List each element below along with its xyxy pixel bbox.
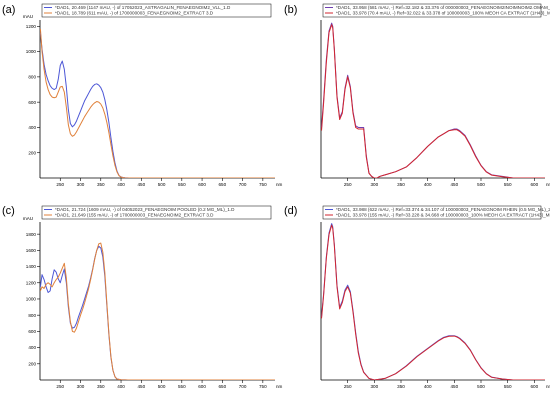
x-tick-label: 550 [504, 384, 512, 389]
y-tick-label: 1800 [26, 232, 37, 237]
y-tick-label: 1400 [26, 264, 37, 269]
x-tick-label: 350 [397, 182, 405, 187]
y-tick-label: 600 [28, 100, 36, 105]
x-tick-label: 300 [370, 384, 378, 389]
x-tick-label: 500 [477, 384, 485, 389]
x-tick-label: 600 [530, 384, 538, 389]
x-tick-label: 700 [239, 182, 247, 187]
x-tick-label: 400 [424, 182, 432, 187]
x-tick-label: 600 [198, 182, 206, 187]
y-tick-label: 800 [28, 74, 36, 79]
legend-box [41, 3, 272, 18]
x-tick-label: 250 [344, 182, 352, 187]
y-tick-label: 800 [28, 313, 36, 318]
series-line-1 [321, 224, 545, 380]
x-tick-label: 750 [259, 182, 267, 187]
x-tick-label: 250 [344, 384, 352, 389]
x-tick-label: 450 [450, 182, 458, 187]
x-tick-label: 300 [77, 182, 85, 187]
y-tick-label: 200 [28, 361, 36, 366]
series-line-0 [321, 223, 545, 380]
series-line-1 [40, 242, 275, 380]
legend-entry: *DAD1, 21.724 (1609 mAU, -) of 04052023_… [55, 207, 235, 212]
x-tick-label: 450 [137, 384, 145, 389]
series-line-0 [40, 32, 275, 178]
panel-label-b: (b) [284, 4, 298, 16]
series-line-0 [321, 22, 545, 178]
legend-box [322, 205, 542, 220]
legend-entry: *DAD1, 21.649 (155 mAU, -) of 1700000003… [55, 213, 214, 218]
legend-entry: *DAD1, 33.958 (581 mAU, -) Ref=32.182 & … [336, 5, 550, 10]
series-line-0 [40, 245, 275, 380]
legend-entry: *DAD1, 33.978 (155 mAU, -) Ref=33.228 & … [336, 213, 550, 218]
y-tick-label: 1200 [26, 280, 37, 285]
y-tick-label: 600 [28, 329, 36, 334]
legend-box [322, 3, 542, 18]
y-tick-label: 400 [28, 345, 36, 350]
y-unit-label: mAU [23, 14, 33, 19]
legend-entry: *DAD1, 33.978 (70.4 mAU, -) Ref=32.022 &… [336, 11, 550, 16]
x-tick-label: 500 [158, 384, 166, 389]
x-tick-label: 250 [56, 182, 64, 187]
chart-panel-1: 250 300 350 400 450 500 550 600 nm *DAD1, 33.958 … [320, 3, 550, 187]
panel-label-c: (c) [2, 205, 15, 217]
chart-panel-3: 250 300 350 400 450 500 550 600 nm *DAD1, 33.988 … [320, 205, 550, 389]
x-tick-label: 250 [56, 384, 64, 389]
x-unit-label: nm [276, 182, 283, 187]
x-tick-label: 550 [504, 182, 512, 187]
x-tick-label: 550 [178, 384, 186, 389]
x-tick-label: 650 [218, 182, 226, 187]
y-tick-label: 200 [28, 150, 36, 155]
series-line-1 [321, 24, 545, 178]
x-unit-label: nm [546, 182, 550, 187]
y-tick-label: 400 [28, 125, 36, 130]
chart-panel-0: 250 300 350 400 450 500 550 600 650 700 750 nm 200 40… [23, 3, 283, 187]
legend-entry: *DAD1, 18.789 (611 mAU, -) of 1700000003… [55, 11, 214, 16]
x-tick-label: 450 [450, 384, 458, 389]
x-tick-label: 300 [77, 384, 85, 389]
x-tick-label: 700 [239, 384, 247, 389]
x-tick-label: 400 [117, 384, 125, 389]
series-line-1 [40, 28, 275, 178]
x-tick-label: 600 [530, 182, 538, 187]
y-unit-label: mAU [23, 216, 33, 221]
x-tick-label: 500 [158, 182, 166, 187]
x-tick-label: 550 [178, 182, 186, 187]
x-tick-label: 450 [137, 182, 145, 187]
y-tick-label: 1000 [26, 297, 37, 302]
x-tick-label: 350 [397, 384, 405, 389]
y-tick-label: 1600 [26, 248, 37, 253]
x-tick-label: 600 [198, 384, 206, 389]
y-tick-label: 1200 [26, 24, 37, 29]
x-unit-label: nm [546, 384, 550, 389]
legend-entry: *DAD1, 20.469 (1147 mAU, -) of 17052023_… [55, 5, 231, 10]
x-tick-label: 400 [424, 384, 432, 389]
panel-label-d: (d) [284, 205, 298, 217]
x-tick-label: 750 [259, 384, 267, 389]
x-tick-label: 350 [97, 384, 105, 389]
legend-entry: *DAD1, 33.988 (622 mAU, -) Ref=33.374 & … [336, 207, 550, 212]
legend-box [41, 205, 272, 220]
x-tick-label: 650 [218, 384, 226, 389]
x-tick-label: 400 [117, 182, 125, 187]
x-unit-label: nm [276, 384, 283, 389]
x-tick-label: 500 [477, 182, 485, 187]
x-tick-label: 350 [97, 182, 105, 187]
chart-panel-2: 250 300 350 400 450 500 550 600 650 700 750 nm 200 40… [23, 205, 283, 389]
y-tick-label: 1000 [26, 49, 37, 54]
panel-label-a: (a) [2, 4, 16, 16]
x-tick-label: 300 [370, 182, 378, 187]
